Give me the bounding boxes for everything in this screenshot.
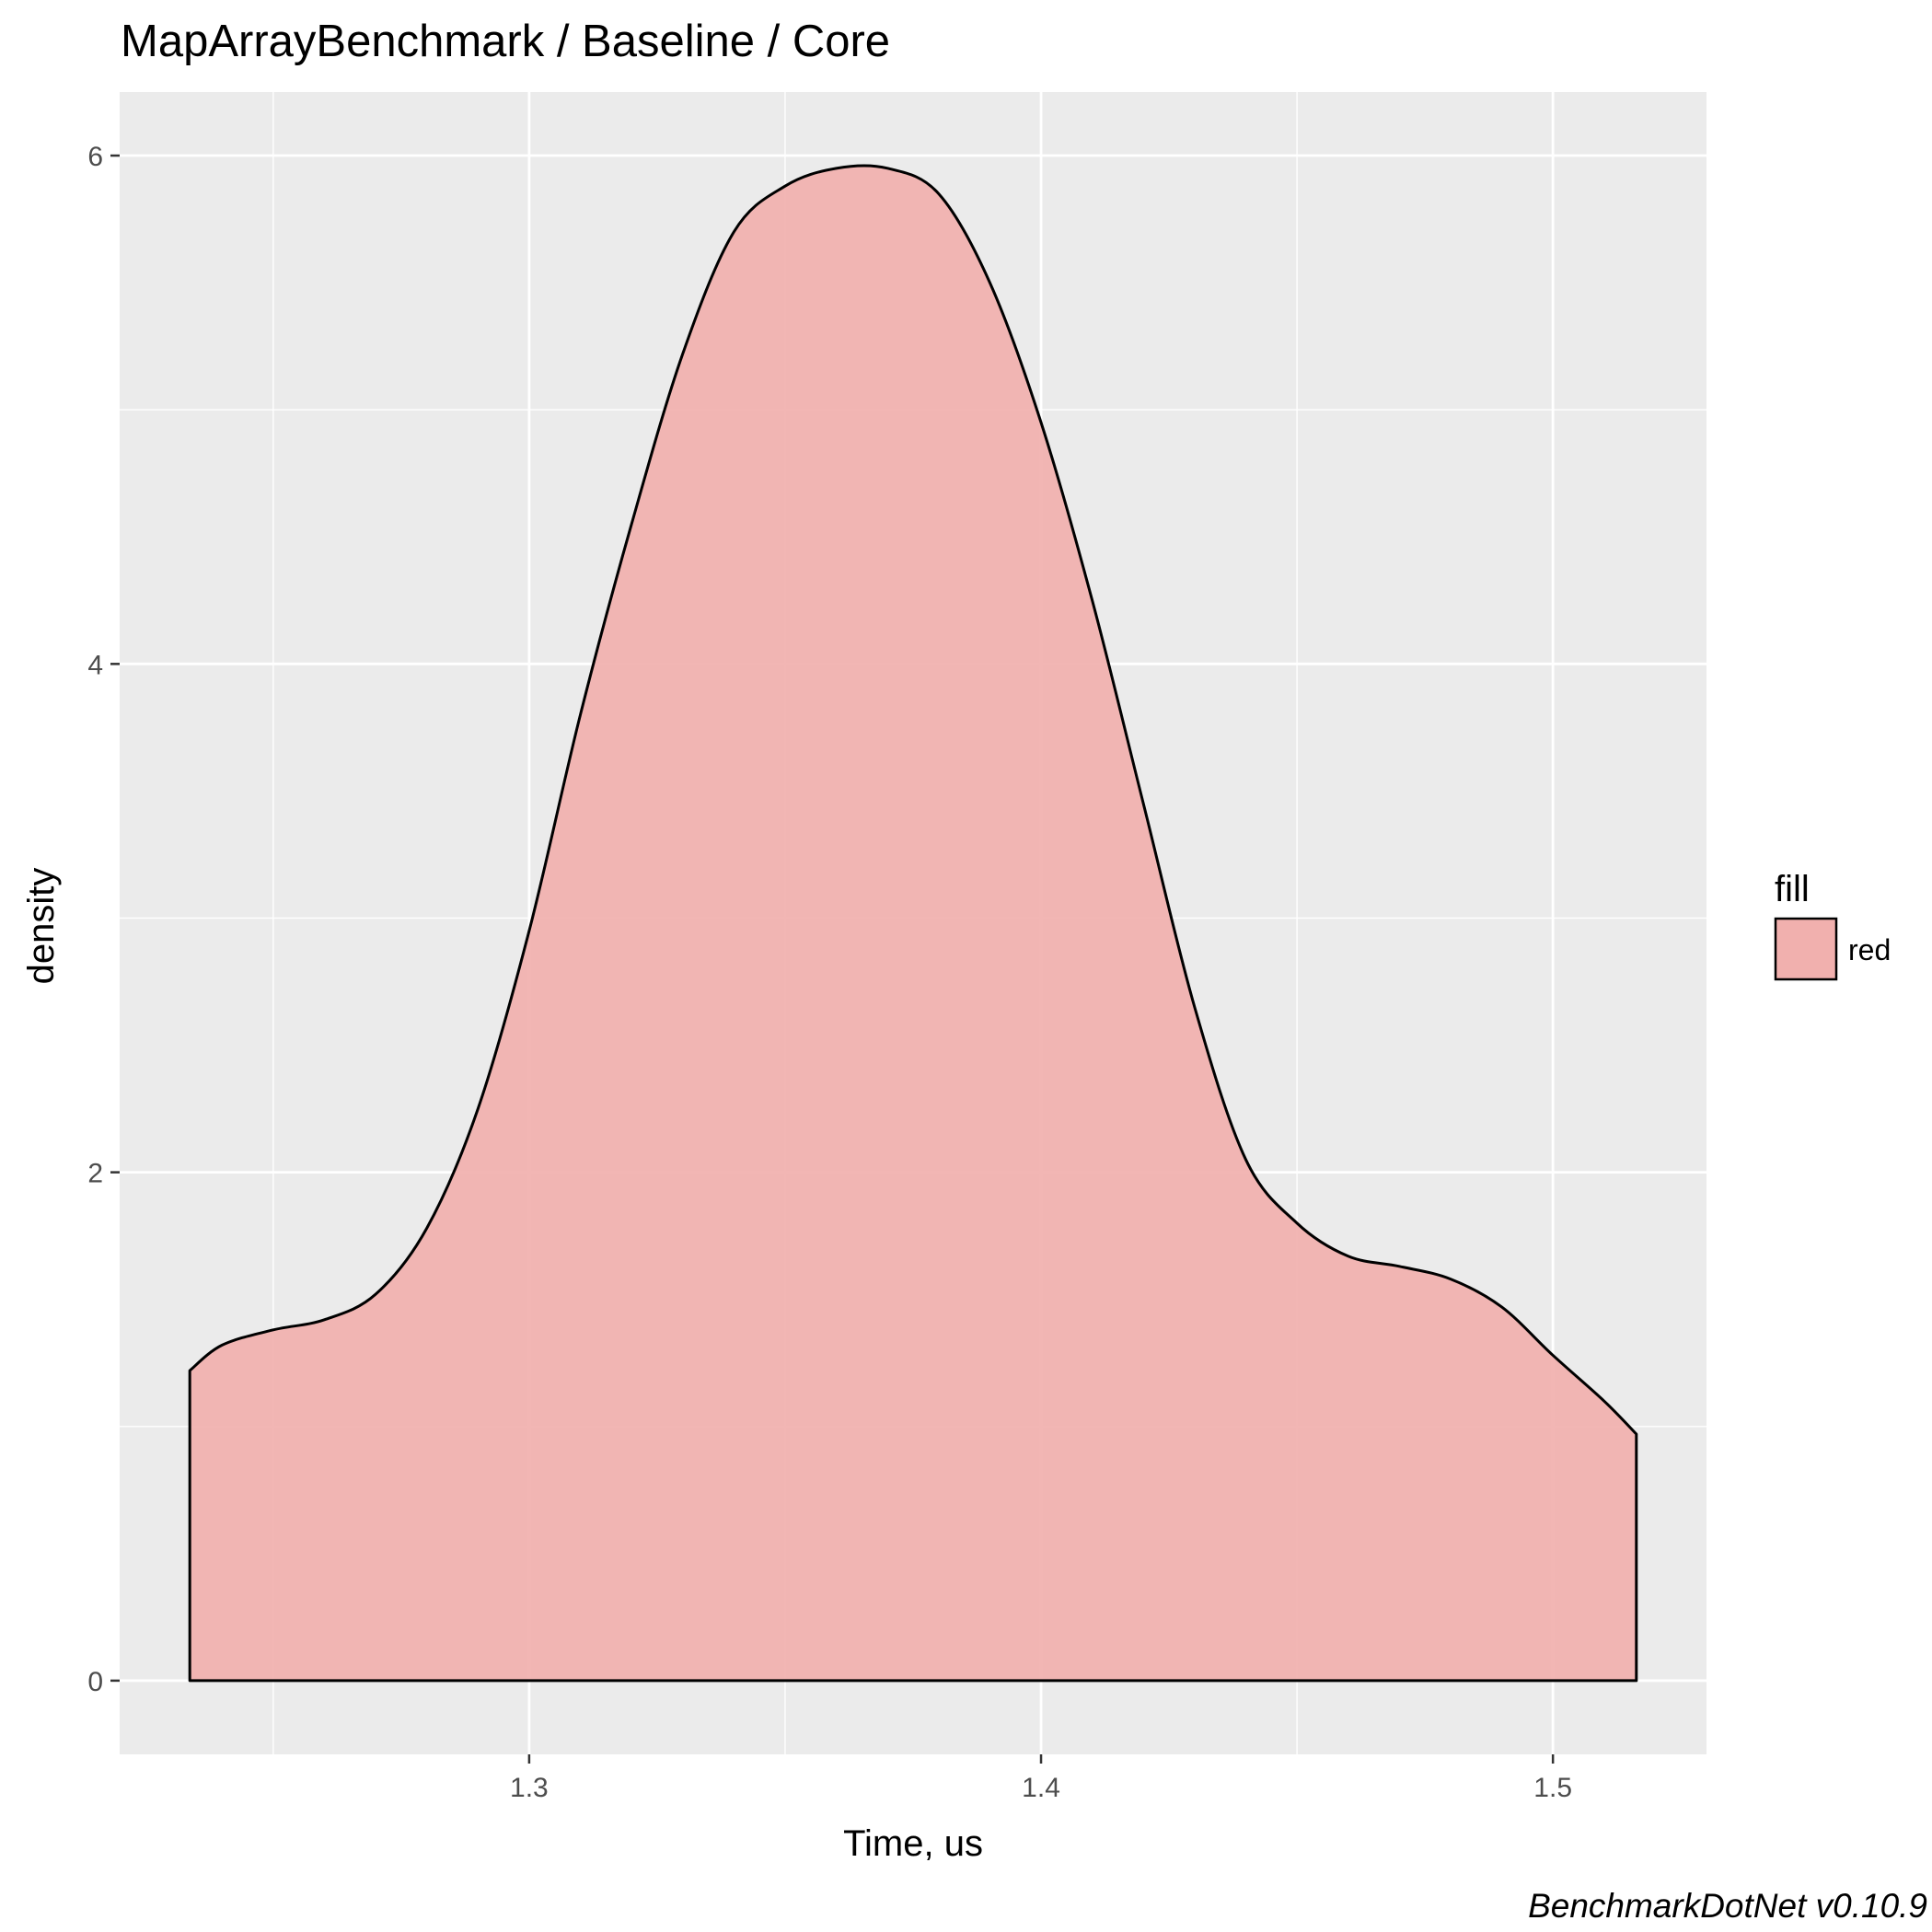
- chart-title: MapArrayBenchmark / Baseline / Core: [121, 17, 890, 66]
- legend-title: fill: [1775, 869, 1810, 909]
- legend-label-red: red: [1848, 933, 1891, 966]
- caption: BenchmarkDotNet v0.10.9: [1528, 1887, 1927, 1925]
- y-tick-label: 2: [87, 1159, 103, 1189]
- x-axis-title: Time, us: [843, 1823, 983, 1864]
- y-axis-ticks: 0 2 4 6: [87, 142, 120, 1697]
- x-tick-label: 1.4: [1022, 1773, 1060, 1803]
- y-tick-label: 6: [87, 142, 103, 172]
- legend-key-red: [1774, 917, 1838, 981]
- legend: fill red: [1774, 869, 1891, 981]
- y-tick-label: 0: [87, 1667, 103, 1697]
- density-area-red: [188, 164, 1638, 1683]
- x-tick-label: 1.3: [510, 1773, 549, 1803]
- x-axis-ticks: 1.3 1.4 1.5: [510, 1754, 1572, 1803]
- x-tick-label: 1.5: [1533, 1773, 1572, 1803]
- y-axis-title: density: [21, 868, 62, 985]
- y-tick-label: 4: [87, 650, 103, 680]
